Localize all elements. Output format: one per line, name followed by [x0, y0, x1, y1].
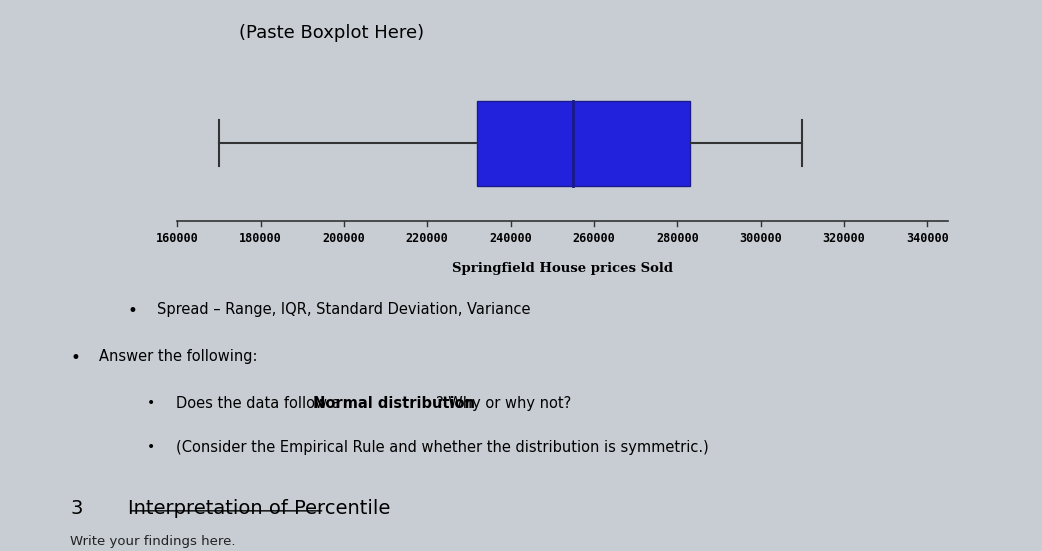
Text: •: •: [128, 302, 138, 320]
Text: 220000: 220000: [405, 233, 449, 245]
Text: Interpretation of Percentile: Interpretation of Percentile: [128, 499, 391, 518]
Text: 340000: 340000: [905, 233, 949, 245]
Text: (Consider the Empirical Rule and whether the distribution is symmetric.): (Consider the Empirical Rule and whether…: [176, 440, 709, 455]
Text: Springfield House prices Sold: Springfield House prices Sold: [452, 262, 673, 276]
Text: •: •: [147, 440, 155, 453]
Text: 200000: 200000: [322, 233, 366, 245]
Text: 320000: 320000: [822, 233, 866, 245]
Bar: [573, 101, 690, 186]
Text: 180000: 180000: [239, 233, 282, 245]
Text: •: •: [71, 349, 80, 367]
Text: ? Why or why not?: ? Why or why not?: [437, 396, 572, 410]
Text: 260000: 260000: [572, 233, 616, 245]
Text: Normal distribution: Normal distribution: [313, 396, 474, 410]
Text: 3: 3: [71, 499, 82, 518]
Bar: [477, 101, 573, 186]
Text: 280000: 280000: [655, 233, 699, 245]
Text: 160000: 160000: [155, 233, 199, 245]
Text: Answer the following:: Answer the following:: [99, 349, 257, 364]
Text: 240000: 240000: [489, 233, 532, 245]
Text: Write your findings here.: Write your findings here.: [71, 536, 235, 548]
Text: Does the data follow a: Does the data follow a: [176, 396, 345, 410]
Text: Spread – Range, IQR, Standard Deviation, Variance: Spread – Range, IQR, Standard Deviation,…: [156, 302, 530, 317]
Text: 300000: 300000: [739, 233, 783, 245]
Text: (Paste Boxplot Here): (Paste Boxplot Here): [239, 24, 424, 42]
Text: •: •: [147, 396, 155, 409]
